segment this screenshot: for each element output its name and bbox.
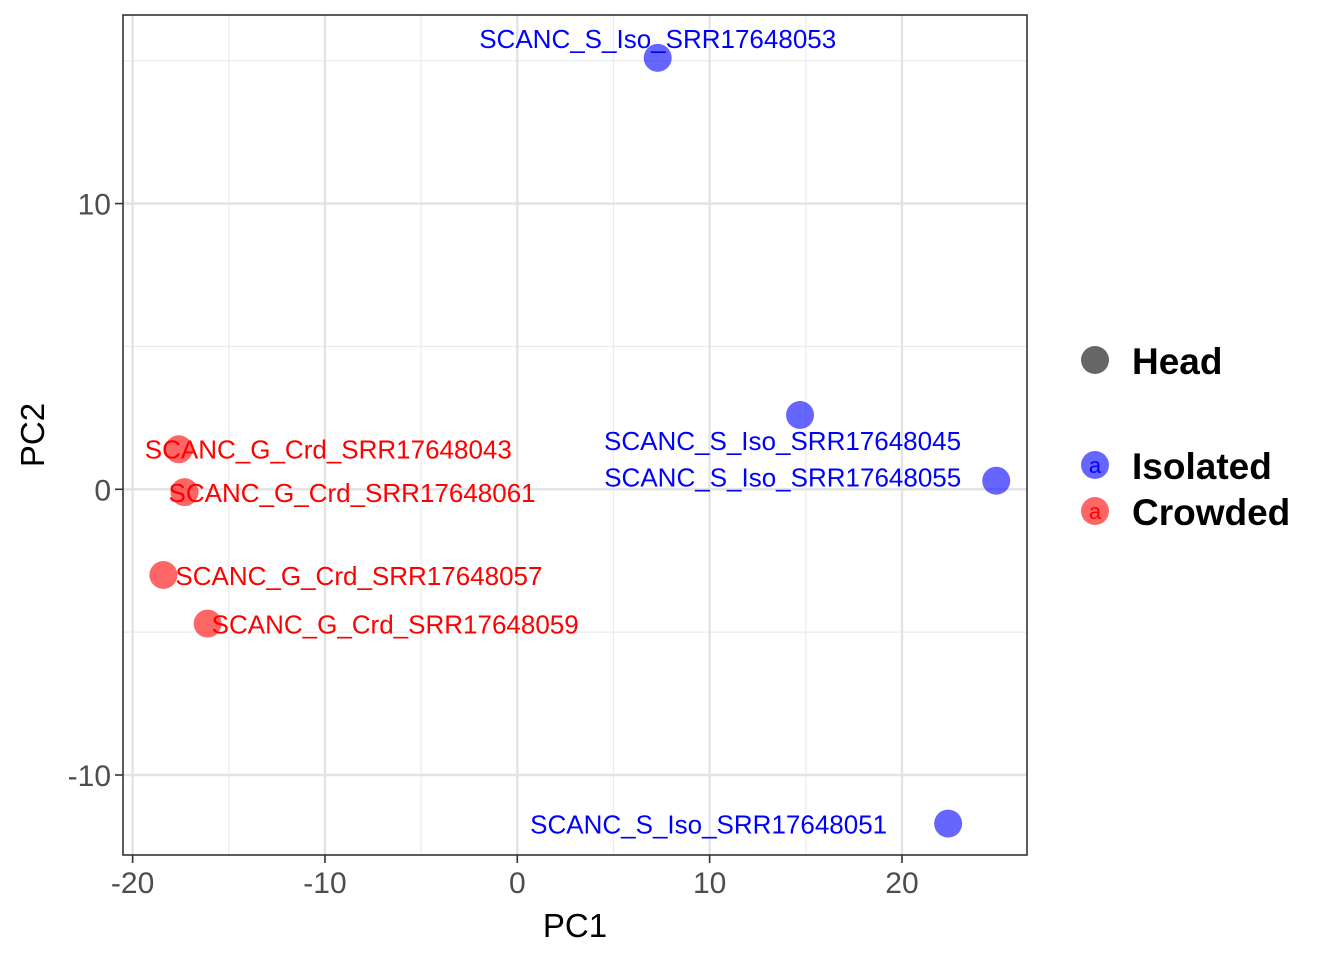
legend-label-head: Head <box>1132 341 1222 382</box>
legend-key-head <box>1081 346 1109 374</box>
legend-key-glyph: a <box>1089 499 1102 524</box>
y-tick-label: -10 <box>68 760 111 793</box>
legend-label-crowded: Crowded <box>1132 492 1290 533</box>
x-axis-title: PC1 <box>543 907 607 944</box>
x-tick-label: -10 <box>303 867 346 900</box>
x-tick-label: -20 <box>111 867 154 900</box>
point-label: SCANC_S_Iso_SRR17648053 <box>479 24 836 54</box>
legend-key-glyph: a <box>1089 453 1102 478</box>
point-label: SCANC_G_Crd_SRR17648043 <box>145 434 512 464</box>
legend-label-isolated: Isolated <box>1132 446 1272 487</box>
data-point <box>934 810 962 838</box>
y-tick-label: 0 <box>94 474 111 507</box>
y-axis-title: PC2 <box>14 403 51 467</box>
point-label: SCANC_S_Iso_SRR17648045 <box>604 426 961 456</box>
legend: Head a Isolated a Crowded <box>1081 341 1290 533</box>
x-tick-label: 10 <box>693 867 726 900</box>
y-tick-label: 10 <box>78 189 111 222</box>
data-point <box>786 401 814 429</box>
data-point <box>982 467 1010 495</box>
point-labels-layer: SCANC_S_Iso_SRR17648053 SCANC_S_Iso_SRR17… <box>145 24 961 840</box>
data-point <box>149 561 177 589</box>
axes: -20 -10 0 10 20 -10 0 10 <box>68 189 919 900</box>
point-label: SCANC_G_Crd_SRR17648061 <box>169 478 536 508</box>
point-label: SCANC_G_Crd_SRR17648057 <box>175 561 542 591</box>
point-label: SCANC_S_Iso_SRR17648055 <box>604 463 961 493</box>
x-tick-label: 20 <box>885 867 918 900</box>
point-label: SCANC_G_Crd_SRR17648059 <box>212 610 579 640</box>
x-tick-label: 0 <box>509 867 526 900</box>
point-label: SCANC_S_Iso_SRR17648051 <box>530 810 887 840</box>
